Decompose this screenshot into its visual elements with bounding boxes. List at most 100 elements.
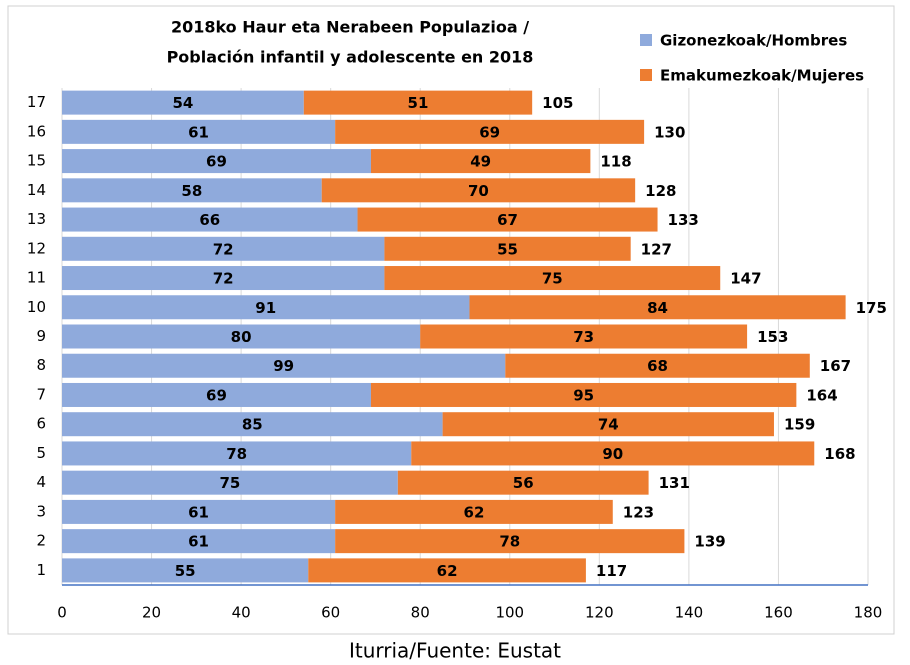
- y-tick-label: 15: [27, 152, 46, 170]
- y-tick-label: 3: [36, 502, 46, 520]
- bar-segment: [62, 441, 412, 466]
- data-label: 55: [497, 240, 518, 258]
- bar-segment: [62, 558, 309, 583]
- total-label: 175: [856, 299, 887, 317]
- total-label: 133: [668, 211, 699, 229]
- total-label: 131: [659, 474, 690, 492]
- bar-segment: [303, 90, 533, 115]
- bar-segment: [469, 295, 846, 320]
- data-label: 73: [573, 328, 594, 346]
- total-label: 153: [757, 328, 788, 346]
- bar-segment: [62, 207, 358, 232]
- data-label: 62: [464, 503, 485, 521]
- x-tick-label: 140: [675, 604, 704, 622]
- y-tick-label: 4: [36, 473, 46, 491]
- y-tick-label: 12: [27, 239, 46, 257]
- data-label: 58: [181, 182, 202, 200]
- data-label: 95: [573, 386, 594, 404]
- y-tick-label: 6: [36, 415, 46, 433]
- bar-segment: [411, 441, 815, 466]
- data-label: 91: [255, 299, 276, 317]
- total-label: 159: [784, 416, 815, 434]
- y-tick-label: 9: [36, 327, 46, 345]
- bar-segment: [505, 353, 810, 378]
- data-label: 72: [213, 270, 234, 288]
- legend-swatch: [640, 34, 652, 46]
- x-tick-label: 120: [585, 604, 614, 622]
- bar-segment: [62, 178, 322, 203]
- bar-segment: [335, 119, 645, 144]
- data-label: 75: [542, 270, 563, 288]
- bar-segment: [62, 382, 371, 407]
- data-label: 51: [408, 94, 429, 112]
- bar-segment: [62, 529, 336, 554]
- bar-segment: [321, 178, 636, 203]
- chart-title: 2018ko Haur eta Nerabeen Populazioa /: [171, 18, 529, 37]
- y-tick-label: 17: [27, 93, 46, 111]
- y-tick-label: 11: [27, 269, 46, 287]
- bar-segment: [335, 499, 613, 524]
- total-label: 118: [600, 153, 631, 171]
- data-label: 69: [206, 386, 227, 404]
- bar-segment: [370, 149, 591, 174]
- bar-segment: [335, 529, 685, 554]
- total-label: 139: [694, 533, 725, 551]
- data-label: 61: [188, 533, 209, 551]
- y-tick-label: 7: [36, 385, 46, 403]
- bar-segment: [62, 149, 371, 174]
- y-tick-label: 8: [36, 356, 46, 374]
- total-label: 167: [820, 357, 851, 375]
- total-label: 164: [806, 386, 837, 404]
- data-label: 69: [206, 153, 227, 171]
- total-label: 168: [824, 445, 855, 463]
- bar-segment: [384, 236, 631, 261]
- y-tick-label: 5: [36, 444, 46, 462]
- data-label: 69: [479, 123, 500, 141]
- data-label: 66: [199, 211, 220, 229]
- bar-segment: [397, 470, 649, 495]
- y-tick-label: 10: [27, 298, 46, 316]
- bar-segment: [384, 266, 721, 291]
- x-tick-label: 100: [495, 604, 524, 622]
- data-label: 70: [468, 182, 489, 200]
- data-label: 54: [172, 94, 193, 112]
- data-label: 72: [213, 240, 234, 258]
- data-label: 67: [497, 211, 518, 229]
- x-tick-label: 80: [411, 604, 430, 622]
- data-label: 84: [647, 299, 668, 317]
- bar-segment: [62, 266, 385, 291]
- y-tick-label: 13: [27, 210, 46, 228]
- data-label: 78: [499, 533, 520, 551]
- bar-segment: [442, 412, 774, 437]
- x-tick-label: 60: [321, 604, 340, 622]
- chart-title: Población infantil y adolescente en 2018: [167, 48, 534, 67]
- x-tick-label: 40: [232, 604, 251, 622]
- bar-segment: [370, 382, 797, 407]
- total-label: 128: [645, 182, 676, 200]
- data-label: 90: [602, 445, 623, 463]
- y-tick-label: 2: [36, 532, 46, 550]
- legend-swatch: [640, 69, 652, 81]
- bar-segment: [62, 236, 385, 261]
- x-tick-label: 20: [142, 604, 161, 622]
- bar-segment: [62, 119, 336, 144]
- source: Iturria/Fuente: Eustat: [349, 639, 561, 663]
- x-tick-label: 160: [764, 604, 793, 622]
- data-label: 49: [470, 153, 491, 171]
- data-label: 61: [188, 123, 209, 141]
- total-label: 147: [730, 270, 761, 288]
- total-label: 127: [641, 240, 672, 258]
- y-tick-label: 1: [36, 561, 46, 579]
- bar-segment: [62, 90, 304, 115]
- bar-segment: [62, 470, 398, 495]
- data-label: 99: [273, 357, 294, 375]
- bar-segment: [62, 353, 506, 378]
- data-label: 85: [242, 416, 263, 434]
- total-label: 123: [623, 503, 654, 521]
- data-label: 56: [513, 474, 534, 492]
- data-label: 62: [437, 562, 458, 580]
- bar-segment: [62, 324, 421, 349]
- data-label: 78: [226, 445, 247, 463]
- bar-segment: [62, 295, 470, 320]
